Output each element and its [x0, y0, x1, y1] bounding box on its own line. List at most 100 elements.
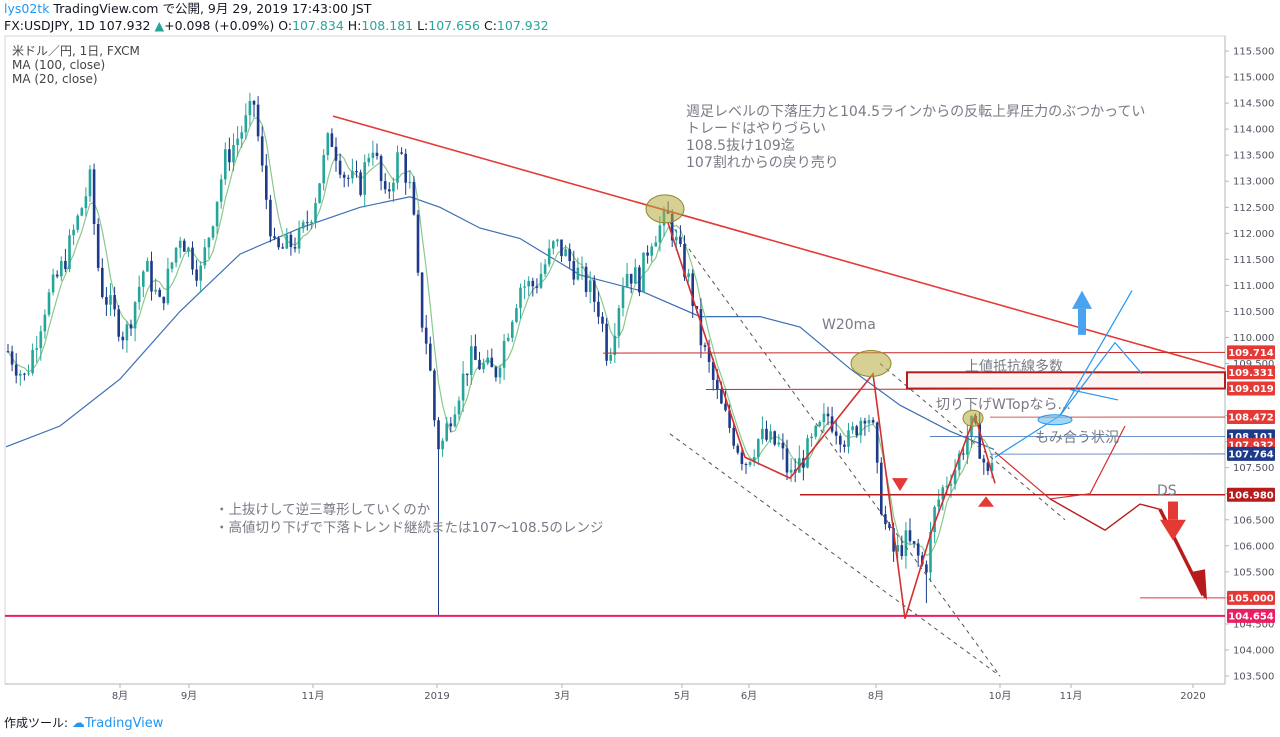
candle-body	[785, 448, 789, 473]
candle-body	[625, 273, 629, 287]
time-axis: 8月 9月 11月 2019 3月 5月 6月 8月 10月 11月 2020	[112, 684, 1206, 702]
candle-body	[728, 410, 731, 428]
y-tick-label: 110.000	[1233, 333, 1274, 344]
candle-body	[101, 267, 104, 298]
price-label-box	[1227, 410, 1275, 425]
top-ellipse-3	[962, 409, 984, 427]
candle-body	[588, 280, 592, 292]
candle-body	[613, 335, 617, 355]
zigzag-pattern	[667, 222, 996, 619]
candle-body	[416, 214, 420, 273]
candle-body	[855, 426, 858, 436]
candle-body	[839, 435, 842, 445]
x-tick-label: 11月	[302, 690, 325, 702]
candle-body	[137, 286, 141, 303]
candle-body	[502, 340, 506, 368]
candle-body	[388, 189, 391, 192]
y-tick-label: 107.500	[1233, 463, 1274, 474]
candle-body	[441, 440, 444, 450]
legend-ma20[interactable]: MA (20, close)	[12, 72, 98, 86]
candle-body	[683, 244, 686, 278]
candle-body	[826, 413, 830, 417]
sell-marker-icon	[892, 478, 908, 492]
candle-body	[199, 265, 202, 281]
candle-body	[880, 462, 883, 515]
price-label-text: 108.101	[1228, 432, 1274, 443]
candle-body	[740, 452, 744, 465]
y-tick-label: 114.500	[1233, 99, 1274, 110]
y-tick-label: 113.500	[1233, 151, 1274, 162]
candle-body	[957, 453, 961, 470]
up-alt-line-2	[1069, 388, 1119, 401]
candle-body	[629, 273, 633, 284]
open-label: O:	[278, 18, 293, 33]
candle-body	[60, 260, 63, 277]
candle-body	[232, 145, 235, 163]
annotation-downtrend-range: ・高値切り下げで下落トレンド継続または107〜108.5のレンジ	[215, 519, 603, 536]
tradingview-logo[interactable]: ☁TradingView	[72, 716, 164, 731]
legend-symbol[interactable]: 米ドル／円, 1日, FXCM	[12, 44, 140, 58]
candle-body	[449, 423, 453, 427]
candle-body	[830, 416, 834, 432]
candle-body	[96, 224, 100, 268]
price-label-text: 104.654	[1228, 611, 1274, 622]
price-label-box	[1227, 487, 1275, 502]
candle-body	[55, 274, 59, 277]
candle-body	[424, 327, 428, 344]
candle-body	[39, 331, 43, 349]
price-label-box	[1227, 365, 1275, 380]
candle-body	[568, 249, 571, 262]
candle-body	[306, 222, 309, 224]
price-label-text: 106.980	[1228, 490, 1274, 501]
high-value: 108.181	[361, 18, 414, 33]
candle-body	[777, 442, 781, 445]
legend-ma100[interactable]: MA (100, close)	[12, 58, 106, 72]
candle-body	[293, 247, 297, 249]
candle-body	[847, 430, 850, 447]
candle-body	[769, 431, 772, 440]
candle-body	[937, 499, 940, 507]
candle-body	[621, 286, 625, 309]
annotation-resistance: 上値抵抗線多数	[965, 358, 1063, 375]
y-tick-label: 111.500	[1233, 255, 1274, 266]
channel-upper-dashed	[669, 222, 1001, 677]
top-ellipse-1	[645, 194, 685, 224]
annotation-break-up: 108.5抜け109迄	[686, 138, 795, 154]
candle-body	[761, 428, 764, 440]
price-label-text: 109.019	[1228, 384, 1274, 395]
candle-body	[904, 530, 908, 557]
low-label: L:	[417, 18, 429, 33]
candle-body	[949, 484, 953, 486]
candle-body	[133, 302, 137, 329]
price-label-text: 105.000	[1228, 593, 1274, 604]
published-text: TradingView.com で公開, 9月 29, 2019 17:43:0…	[53, 1, 372, 16]
candle-body	[884, 514, 887, 525]
candle-body	[355, 171, 358, 173]
candle-body	[211, 226, 215, 238]
candle-body	[511, 321, 514, 338]
candle-body	[531, 280, 535, 287]
candle-body	[912, 541, 916, 544]
y-tick-label: 104.500	[1233, 619, 1274, 630]
candle-body	[92, 169, 96, 225]
last-price: 107.932	[98, 18, 151, 33]
candle-body	[375, 152, 379, 157]
close-value: 107.932	[496, 18, 549, 33]
author-link[interactable]: lys02tk	[4, 1, 50, 16]
annotation-hard-trade: トレードはやりづらい	[686, 121, 826, 137]
candle-body	[597, 301, 600, 317]
candle-body	[314, 203, 317, 222]
y-tick-label: 115.500	[1233, 47, 1274, 58]
candle-body	[84, 196, 88, 209]
candle-body	[240, 132, 243, 139]
candle-body	[129, 324, 133, 329]
ma100-line	[5, 196, 995, 450]
candle-body	[51, 274, 55, 293]
candle-body	[219, 179, 223, 202]
up-arrow-shaft	[1078, 308, 1086, 335]
candle-body	[470, 346, 473, 375]
candle-body	[748, 462, 752, 465]
cloud-icon: ☁	[71, 716, 85, 731]
indicator-legend: 米ドル／円, 1日, FXCM MA (100, close) MA (20, …	[12, 44, 140, 86]
